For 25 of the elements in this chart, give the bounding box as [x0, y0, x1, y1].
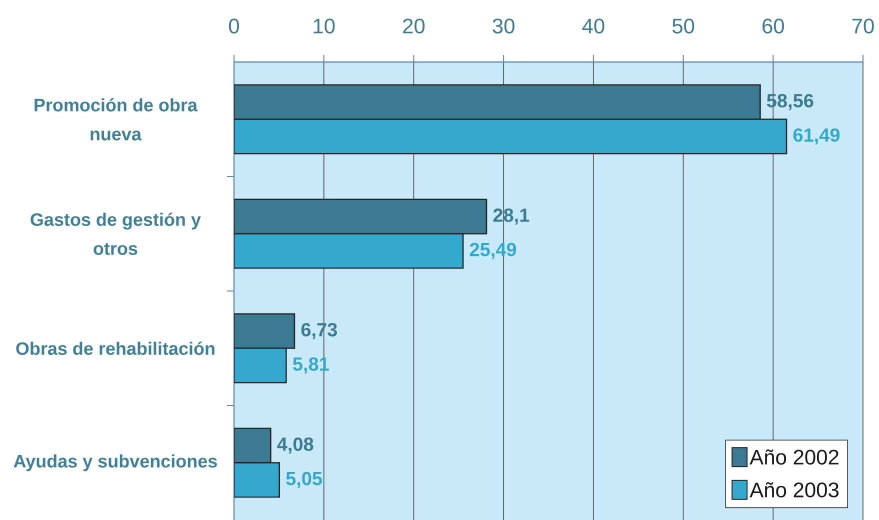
data-label: 61,49 — [793, 128, 840, 145]
bar — [234, 118, 788, 154]
x-tick-label: 30 — [492, 18, 514, 34]
data-label: 5,05 — [286, 472, 322, 488]
bar — [234, 84, 761, 120]
legend-label: Año 2002 — [750, 449, 838, 465]
bar — [234, 233, 464, 269]
bar — [234, 198, 488, 234]
y-tick-label: Gastos de gestión y otros — [30, 212, 201, 255]
legend-label: Año 2003 — [750, 482, 839, 498]
bar — [234, 428, 272, 464]
bar — [234, 462, 280, 498]
x-tick-label: 50 — [672, 18, 694, 34]
y-tick-label: Obras de rehabilitación — [16, 342, 214, 355]
x-tick-label: 60 — [762, 18, 784, 34]
bar — [234, 313, 296, 349]
y-tick-label: Promoción de obra nueva — [34, 98, 198, 140]
x-tick-label: 70 — [852, 18, 874, 34]
x-tick-label: 40 — [582, 18, 604, 34]
x-tick-label: 20 — [403, 18, 425, 34]
data-label: 4,08 — [277, 437, 314, 454]
x-tick-label: 10 — [314, 18, 335, 34]
x-tick-label: 0 — [228, 18, 240, 34]
y-tick-label: Ayudas y subvenciones — [14, 454, 217, 472]
bar — [234, 348, 287, 384]
